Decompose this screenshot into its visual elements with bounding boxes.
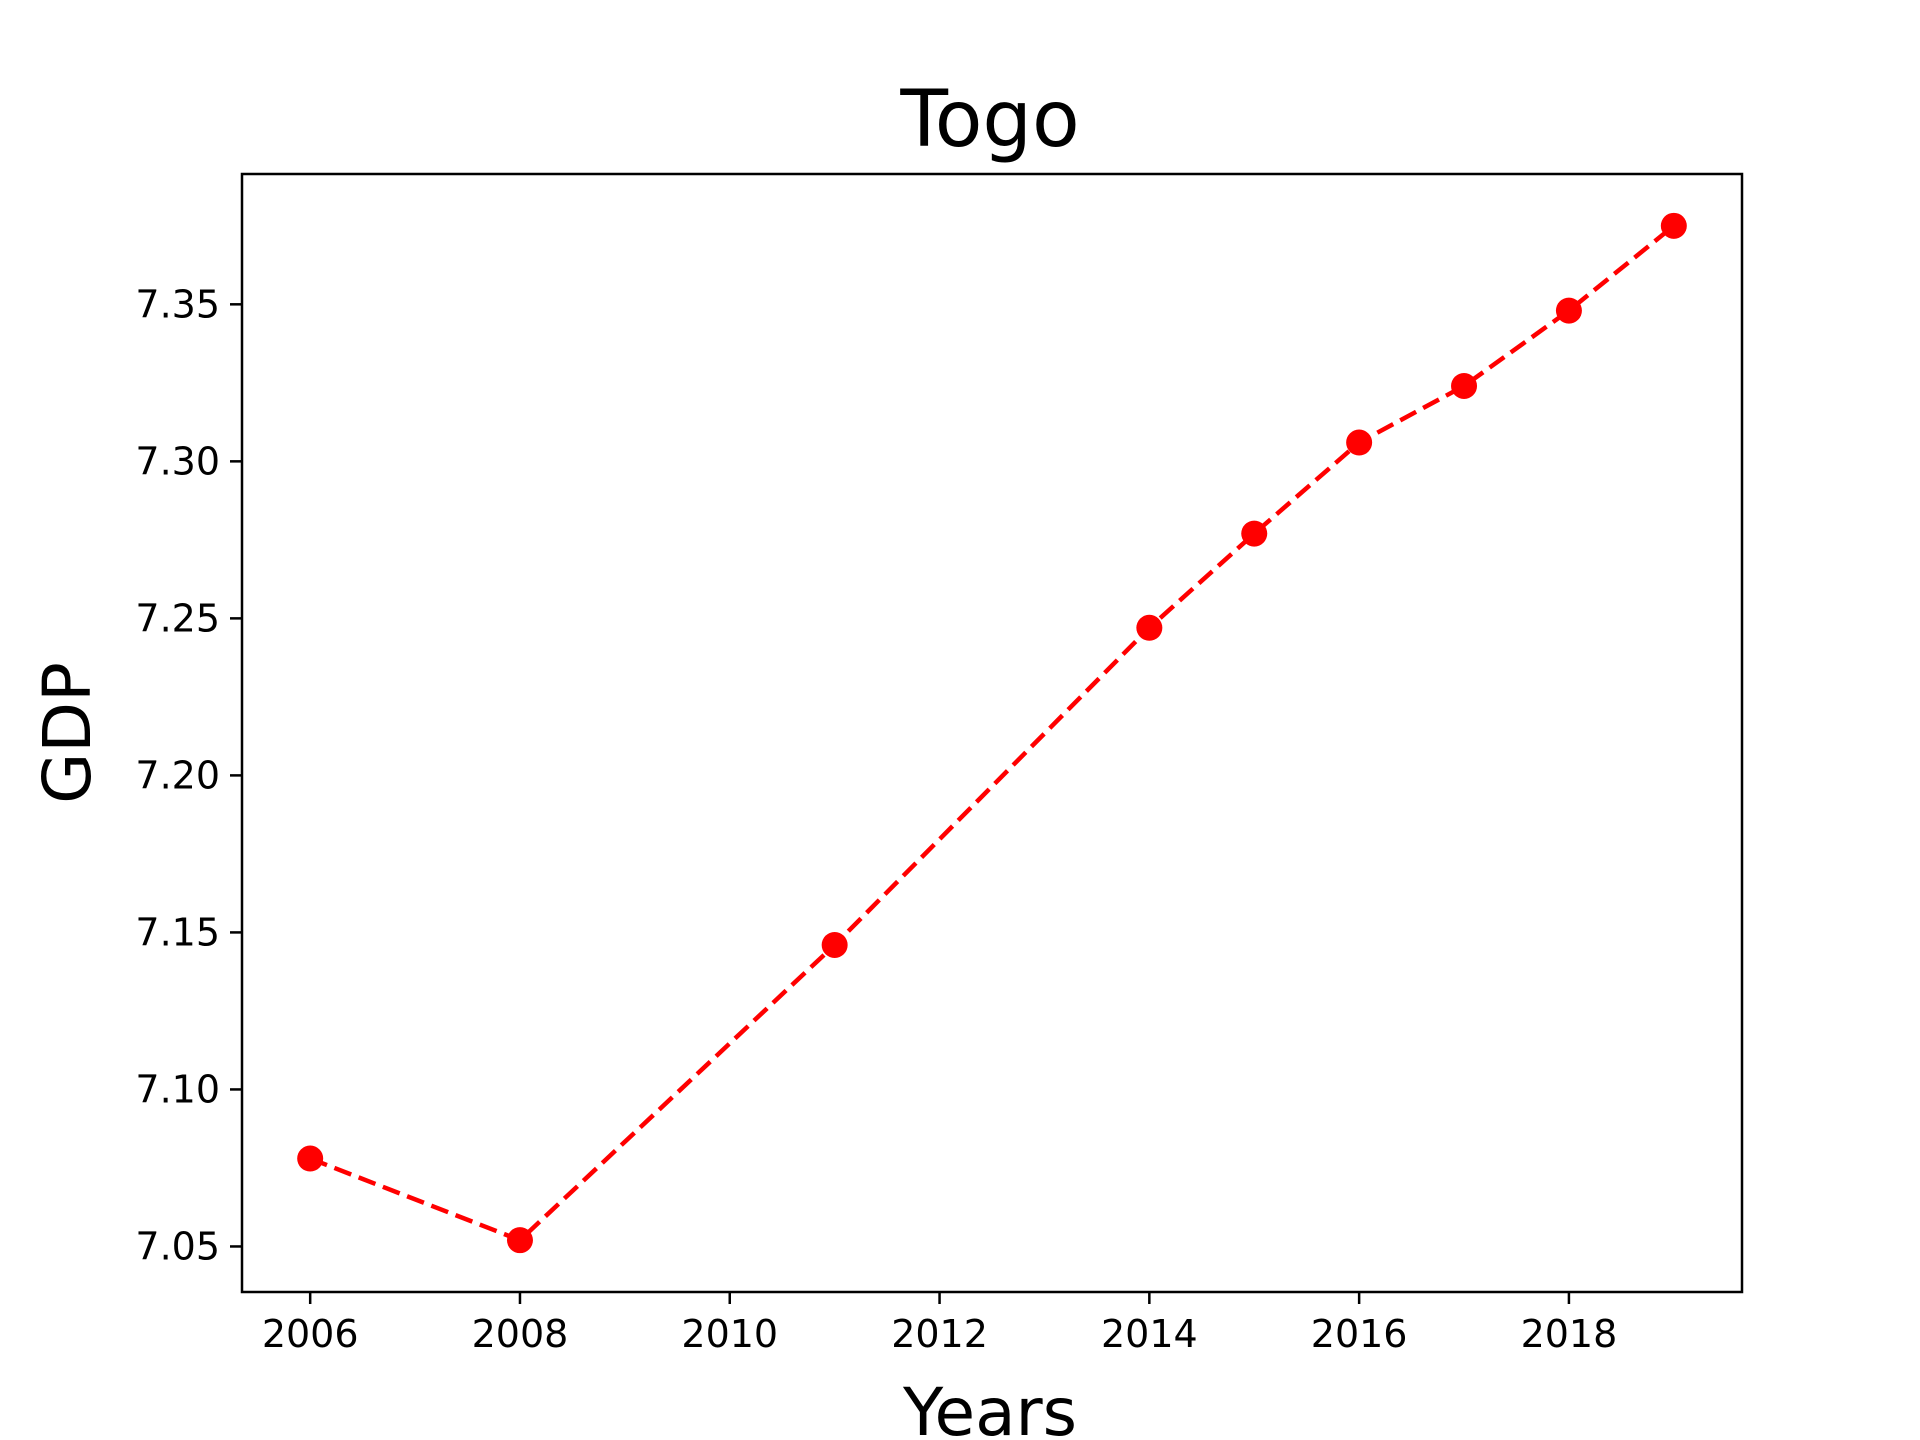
data-point [1555,297,1582,324]
plot-area-frame [240,172,1744,1294]
data-point [506,1227,533,1254]
data-point [821,931,848,958]
data-point [1660,212,1687,239]
data-point [1136,614,1163,641]
y-axis: 7.05 7.10 7.15 7.20 7.25 7.30 7.35 [135,282,242,1268]
y-tick-label: 7.25 [135,596,220,640]
x-tick-label: 2008 [472,1312,569,1356]
y-tick-label: 7.30 [135,439,220,483]
x-tick-label: 2016 [1311,1312,1408,1356]
y-tick-label: 7.05 [135,1224,220,1268]
x-tick-label: 2014 [1101,1312,1198,1356]
data-point [1451,372,1478,399]
y-tick-label: 7.15 [135,910,220,954]
data-point [1346,429,1373,456]
y-tick-label: 7.10 [135,1067,220,1111]
chart-title: Togo [899,75,1079,165]
x-tick-label: 2010 [681,1312,778,1356]
series-layer [297,212,1687,1254]
x-axis: 2006 2008 2010 2012 2014 2016 2018 [262,1292,1617,1356]
data-point [297,1145,324,1172]
x-tick-label: 2012 [891,1312,988,1356]
x-axis-label: Years [902,1374,1077,1440]
y-tick-label: 7.20 [135,753,220,797]
x-tick-label: 2006 [262,1312,359,1356]
series-line [309,224,1676,1243]
y-tick-label: 7.35 [135,282,220,326]
y-axis-label: GDP [29,662,106,804]
x-tick-label: 2018 [1521,1312,1618,1356]
data-point [1241,520,1268,547]
